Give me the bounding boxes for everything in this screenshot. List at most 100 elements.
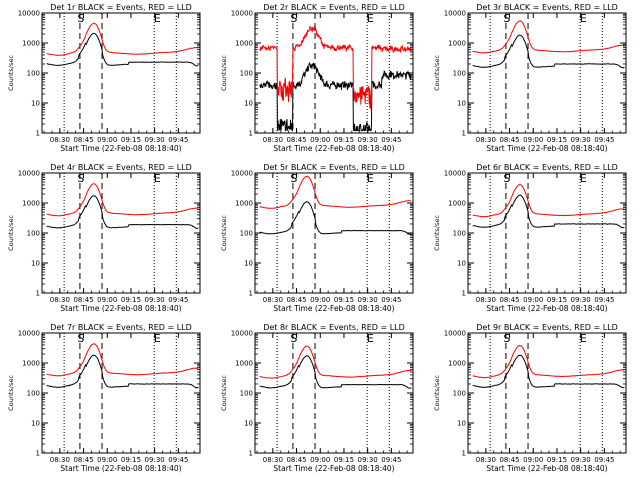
x-tick-label: 09:45	[594, 456, 614, 464]
x-tick-label: 08:45	[286, 456, 306, 464]
x-tick-label: 09:15	[547, 456, 567, 464]
y-axis-label: Counts/sec	[433, 215, 441, 251]
x-tick-label: 09:00	[310, 296, 330, 304]
y-tick-label: 1000	[235, 40, 253, 48]
series-line-events	[259, 355, 412, 389]
x-tick-label: 09:30	[145, 296, 165, 304]
x-tick-label: 08:45	[73, 296, 93, 304]
x-tick-label: 08:45	[286, 136, 306, 144]
y-tick-label: 1	[462, 130, 466, 138]
x-tick-label: 09:45	[594, 296, 614, 304]
chart-panel-5: Det 5r BLACK = Events, RED = LLD 1 10 100 10…	[220, 163, 414, 313]
y-tick-label: 10000	[231, 170, 253, 178]
y-tick-label: 10	[244, 420, 253, 428]
y-tick-label: 10000	[18, 170, 40, 178]
y-tick-label: 1	[462, 450, 466, 458]
x-tick-label: 08:45	[499, 456, 519, 464]
x-axis-label: Start Time (22-Feb-08 08:18:40)	[60, 144, 181, 153]
y-tick-label: 1000	[448, 40, 466, 48]
y-axis-label: Counts/sec	[220, 55, 228, 91]
y-tick-label: 1000	[22, 200, 40, 208]
x-tick-label: 09:00	[97, 136, 117, 144]
x-tick-label: 09:15	[547, 296, 567, 304]
plot-area	[46, 13, 199, 133]
x-tick-label: 08:45	[73, 136, 93, 144]
series-line-lld	[472, 184, 625, 218]
y-tick-label: 10	[31, 100, 40, 108]
x-tick-label: 09:00	[310, 456, 330, 464]
series-line-lld	[472, 344, 625, 379]
x-tick-label: 08:30	[476, 296, 496, 304]
start-marker-label: S	[290, 172, 297, 185]
x-tick-label: 09:15	[121, 456, 141, 464]
y-tick-label: 1	[36, 130, 40, 138]
y-tick-label: 100	[453, 230, 466, 238]
x-tick-label: 08:45	[499, 136, 519, 144]
x-tick-label: 08:30	[50, 136, 70, 144]
y-tick-label: 1	[249, 130, 253, 138]
end-marker-label: E	[367, 332, 374, 345]
y-tick-label: 10000	[18, 330, 40, 338]
series-line-lld	[259, 175, 412, 209]
plot-area	[472, 173, 625, 293]
chart-title: Det 1r BLACK = Events, RED = LLD	[50, 3, 192, 12]
end-marker-label: E	[154, 172, 161, 185]
plot-area	[472, 333, 625, 453]
y-tick-label: 100	[240, 70, 253, 78]
end-marker-label: E	[367, 172, 374, 185]
chart-title: Det 2r BLACK = Events, RED = LLD	[263, 3, 405, 12]
chart-panel-4: Det 4r BLACK = Events, RED = LLD 1 10 100 10…	[7, 163, 201, 313]
series-line-lld	[46, 22, 199, 56]
x-tick-label: 09:45	[168, 456, 188, 464]
end-marker-label: E	[580, 172, 587, 185]
x-tick-label: 09:00	[523, 136, 543, 144]
x-axis-label: Start Time (22-Feb-08 08:18:40)	[273, 304, 394, 313]
x-axis-label: Start Time (22-Feb-08 08:18:40)	[486, 304, 607, 313]
plot-area	[259, 173, 412, 293]
series-line-events	[259, 62, 412, 132]
x-tick-label: 08:30	[476, 136, 496, 144]
x-tick-label: 09:30	[358, 136, 378, 144]
x-tick-label: 09:15	[334, 456, 354, 464]
series-line-lld	[259, 345, 412, 379]
series-line-events	[472, 194, 625, 229]
y-axis-label: Counts/sec	[220, 215, 228, 251]
y-tick-label: 1000	[22, 40, 40, 48]
y-axis-label: Counts/sec	[7, 375, 15, 411]
x-tick-label: 09:00	[97, 456, 117, 464]
end-marker-label: E	[580, 12, 587, 25]
chart-title: Det 5r BLACK = Events, RED = LLD	[263, 163, 405, 172]
x-tick-label: 09:45	[381, 136, 401, 144]
x-axis-label: Start Time (22-Feb-08 08:18:40)	[60, 464, 181, 473]
start-marker-label: S	[290, 332, 297, 345]
y-axis-label: Counts/sec	[220, 375, 228, 411]
chart-title: Det 8r BLACK = Events, RED = LLD	[263, 323, 405, 332]
x-tick-label: 09:45	[381, 456, 401, 464]
end-marker-label: E	[367, 12, 374, 25]
x-tick-label: 09:30	[145, 136, 165, 144]
x-tick-label: 09:30	[571, 136, 591, 144]
start-marker-label: S	[503, 12, 510, 25]
y-tick-label: 1	[249, 450, 253, 458]
x-axis-label: Start Time (22-Feb-08 08:18:40)	[60, 304, 181, 313]
chart-title: Det 9r BLACK = Events, RED = LLD	[476, 323, 618, 332]
y-tick-label: 100	[27, 230, 40, 238]
series-line-events	[472, 354, 625, 389]
x-tick-label: 08:30	[50, 296, 70, 304]
chart-panel-6: Det 6r BLACK = Events, RED = LLD 1 10 100 10…	[433, 163, 627, 313]
plot-area	[259, 13, 412, 133]
plot-area	[472, 13, 625, 133]
chart-panel-2: Det 2r BLACK = Events, RED = LLD 1 10 100 10…	[220, 3, 414, 153]
start-marker-label: S	[77, 332, 84, 345]
end-marker-label: E	[154, 12, 161, 25]
start-marker-label: S	[503, 172, 510, 185]
x-tick-label: 08:45	[499, 296, 519, 304]
series-line-lld	[46, 183, 199, 217]
x-tick-label: 08:30	[50, 456, 70, 464]
y-tick-label: 1000	[448, 360, 466, 368]
y-tick-label: 10000	[444, 330, 466, 338]
x-tick-label: 09:00	[523, 456, 543, 464]
x-tick-label: 09:30	[145, 456, 165, 464]
end-marker-label: E	[580, 332, 587, 345]
series-line-lld	[46, 343, 199, 377]
